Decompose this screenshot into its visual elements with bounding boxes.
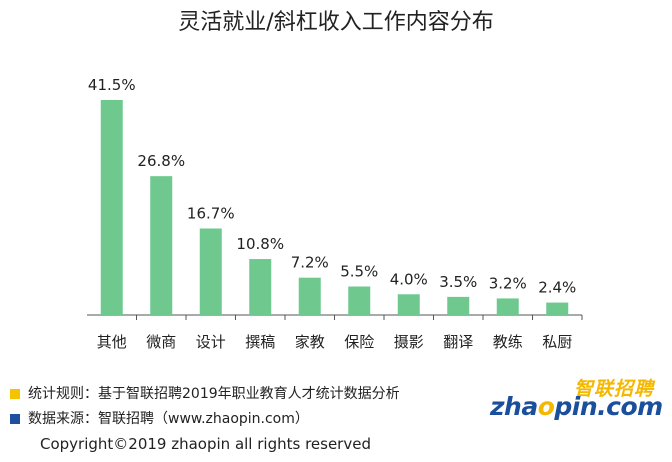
copyright-text: Copyright©2019 zhaopin all rights reserv… (40, 435, 371, 453)
bar-4 (298, 277, 321, 315)
bar-2 (199, 228, 222, 315)
data-label-2: 16.7% (187, 204, 235, 222)
bar-3 (249, 259, 272, 315)
logo-en-text: zhaopin.com (490, 392, 663, 421)
category-label-3: 撰稿 (245, 333, 275, 351)
bar-chart: 41.5% 其他 26.8% 微商 16.7% 设计 10.8% 撰稿 7.2% 家教 5.5% 保险… (87, 76, 583, 351)
category-label-0: 其他 (97, 333, 127, 351)
data-source-text: 数据来源：智联招聘（www.zhaopin.com） (28, 411, 309, 427)
category-label-9: 私厨 (542, 333, 572, 351)
category-label-7: 翻译 (443, 333, 473, 351)
category-label-5: 保险 (344, 333, 374, 351)
bar-0 (100, 100, 123, 315)
zhaopin-logo: 智联招聘 zhaopin.com (490, 374, 663, 426)
logo-cn-text: 智联招聘 (573, 378, 654, 400)
stats-rule-text: 统计规则：基于智联招聘2019年职业教育人才统计数据分析 (28, 386, 400, 402)
data-label-3: 10.8% (236, 235, 284, 253)
data-label-7: 3.5% (439, 273, 477, 291)
data-source-note: 数据来源：智联招聘（www.zhaopin.com） (10, 408, 309, 428)
data-label-8: 3.2% (489, 274, 527, 292)
bar-8 (496, 298, 519, 315)
category-label-2: 设计 (196, 333, 226, 351)
data-label-4: 7.2% (291, 254, 329, 272)
data-label-9: 2.4% (538, 279, 576, 297)
bar-5 (348, 286, 371, 315)
category-label-1: 微商 (146, 333, 176, 351)
data-label-0: 41.5% (88, 76, 136, 94)
chart-title: 灵活就业/斜杠收入工作内容分布 (178, 10, 494, 35)
data-label-5: 5.5% (340, 263, 378, 281)
category-label-6: 摄影 (394, 333, 424, 351)
data-label-6: 4.0% (390, 270, 428, 288)
category-label-4: 家教 (295, 333, 325, 351)
bar-1 (150, 176, 173, 315)
stats-rule-note: 统计规则：基于智联招聘2019年职业教育人才统计数据分析 (10, 383, 400, 403)
yellow-square-icon (10, 389, 20, 399)
data-label-1: 26.8% (137, 152, 185, 170)
bar-7 (447, 296, 470, 315)
category-label-8: 教练 (493, 333, 523, 351)
bar-6 (397, 294, 420, 315)
blue-square-icon (10, 414, 20, 424)
bar-9 (546, 302, 569, 315)
